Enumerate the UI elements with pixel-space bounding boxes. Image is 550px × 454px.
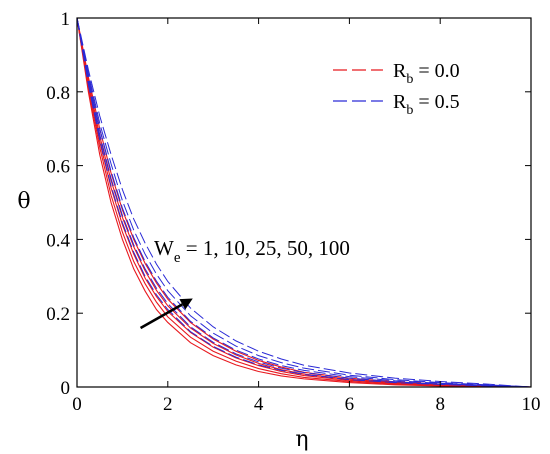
we-annotation-main: W: [154, 236, 174, 260]
series-line-rb05-we25: [76, 17, 532, 388]
legend: Rb = 0.0 Rb = 0.5: [333, 60, 460, 118]
axes-layer: [76, 17, 532, 388]
labels-layer: 0 2 4 6 8 10 0 0.2 0.4 0.6 0.8 1: [46, 9, 540, 415]
series-line-rb05-we100: [76, 17, 532, 388]
legend-label-rb-05-tail: = 0.5: [413, 91, 459, 113]
legend-label-rb-05-sub: b: [406, 103, 413, 118]
legend-label-rb-05-main: R: [393, 91, 407, 113]
x-tick-label: 4: [254, 394, 264, 415]
series-line-rb00-we10: [76, 17, 532, 388]
series-line-rb00-we50: [76, 17, 532, 388]
series-line-rb05-we10: [76, 17, 532, 388]
we-annotation: We = 1, 10, 25, 50, 100: [154, 236, 350, 266]
we-annotation-tail: = 1, 10, 25, 50, 100: [181, 236, 350, 260]
legend-label-rb-0: Rb = 0.0: [393, 60, 460, 87]
y-tick-label: 0.6: [46, 157, 70, 178]
y-tick-label: 1: [61, 9, 71, 30]
legend-label-rb-0-main: R: [393, 60, 407, 82]
we-annotation-sub: e: [174, 250, 181, 266]
series-line-rb00-we100: [76, 17, 532, 388]
arrow-shaft: [139, 303, 183, 330]
x-tick-label: 10: [522, 394, 541, 415]
we-arrow: [139, 298, 193, 330]
arrow-head: [179, 298, 193, 310]
series-line-rb00-we25: [76, 17, 532, 388]
y-axis-title: θ: [17, 189, 30, 214]
y-tick-label: 0.8: [46, 83, 70, 104]
series-line-rb00-we1: [76, 17, 532, 388]
x-tick-label: 0: [72, 394, 82, 415]
x-axis-title: η: [295, 427, 308, 452]
y-tick-label: 0: [61, 378, 71, 399]
plot-frame: [76, 17, 532, 388]
x-tick-label: 6: [345, 394, 355, 415]
y-tick-label: 0.4: [46, 230, 70, 251]
legend-label-rb-0-tail: = 0.0: [413, 60, 459, 82]
x-tick-label: 2: [163, 394, 173, 415]
legend-label-rb-05: Rb = 0.5: [393, 91, 460, 118]
series-line-rb05-we1: [76, 17, 532, 388]
y-tick-label: 0.2: [46, 304, 70, 325]
curves-layer: [76, 17, 532, 388]
series-line-rb05-we50: [76, 17, 532, 388]
x-tick-label: 8: [435, 394, 445, 415]
legend-label-rb-0-sub: b: [406, 72, 413, 87]
